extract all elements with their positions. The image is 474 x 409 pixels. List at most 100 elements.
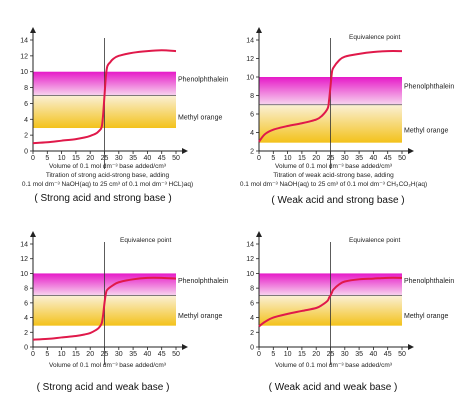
y-tick-label: 0 <box>250 345 254 352</box>
y-tick-label: 8 <box>24 85 28 92</box>
x-tick-label: 35 <box>355 351 363 358</box>
x-tick-label: 20 <box>86 155 94 162</box>
x-tick-label: 40 <box>370 351 378 358</box>
x-tick-label: 40 <box>144 155 152 162</box>
y-tick-label: 10 <box>20 271 28 278</box>
titration-chart-2: Phenolphthalein Methyl orange 2 4 6 8 10 12 14 0 5… <box>240 27 454 206</box>
y-tick-label: 6 <box>250 112 254 119</box>
x-tick-label: 50 <box>172 351 180 358</box>
x-tick-label: 5 <box>271 155 275 162</box>
y-tick-label: 0 <box>24 149 28 156</box>
x-tick-label: 50 <box>172 155 180 162</box>
y-tick-label: 10 <box>246 271 254 278</box>
x-tick-label: 45 <box>158 351 166 358</box>
methyl-orange-label: Methyl orange <box>178 313 222 320</box>
y-tick-label: 8 <box>250 286 254 293</box>
x-tick-label: 45 <box>158 155 166 162</box>
x-tick-label: 35 <box>355 155 363 162</box>
x-tick-label: 40 <box>370 155 378 162</box>
x-tick-label: 30 <box>341 155 349 162</box>
ph-curve <box>32 276 177 341</box>
titration-caption: Titration of strong acid-strong base, ad… <box>46 172 170 179</box>
x-tick-label: 45 <box>384 351 392 358</box>
y-tick-label: 14 <box>20 242 28 249</box>
equivalence-point-label: Equivalence point <box>349 237 401 244</box>
ph-curve <box>258 276 403 328</box>
x-axis-label: Volume of 0.1 mol dm⁻³ base added/cm³ <box>275 362 393 369</box>
phenolphthalein-label: Phenolphthalein <box>178 278 228 285</box>
x-tick-label: 15 <box>298 351 306 358</box>
x-tick-label: 20 <box>86 351 94 358</box>
y-tick-label: 12 <box>20 53 28 60</box>
titration-chart-4: Phenolphthalein Methyl orange 0 2 4 6 8 10 12 14 0… <box>246 231 454 393</box>
x-axis-label: Volume of 0.1 mol dm⁻³ base added/cm³ <box>49 163 167 170</box>
y-tick-label: 0 <box>24 345 28 352</box>
titration-caption: Titration of weak acid-strong base, addi… <box>273 172 394 179</box>
y-tick-label: 10 <box>20 69 28 76</box>
x-tick-label: 0 <box>257 351 261 358</box>
equivalence-point-label: Equivalence point <box>349 34 401 41</box>
y-tick-label: 4 <box>250 315 254 322</box>
y-tick-label: 2 <box>24 330 28 337</box>
x-tick-label: 30 <box>341 351 349 358</box>
y-tick-label: 12 <box>246 56 254 63</box>
titration-chart-3: Phenolphthalein Methyl orange 0 2 4 6 8 10 12 14 0… <box>20 231 228 393</box>
y-tick-label: 2 <box>250 149 254 156</box>
x-tick-label: 20 <box>312 155 320 162</box>
y-tick-label: 8 <box>24 286 28 293</box>
y-tick-label: 6 <box>24 300 28 307</box>
x-tick-label: 0 <box>31 155 35 162</box>
equivalence-point-label: Equivalence point <box>120 237 172 244</box>
methyl-orange-label: Methyl orange <box>404 128 448 135</box>
x-tick-label: 15 <box>298 155 306 162</box>
ph-curve <box>32 49 177 145</box>
y-tick-label: 14 <box>20 38 28 45</box>
x-tick-label: 20 <box>312 351 320 358</box>
phenolphthalein-label: Phenolphthalein <box>404 83 454 90</box>
x-tick-label: 50 <box>398 351 406 358</box>
x-tick-label: 5 <box>45 155 49 162</box>
x-tick-label: 5 <box>45 351 49 358</box>
x-axis-label: Volume of 0.1 mol dm⁻³ base added/cm³ <box>275 163 393 170</box>
y-tick-label: 14 <box>246 242 254 249</box>
x-tick-label: 0 <box>31 351 35 358</box>
y-tick-label: 10 <box>246 75 254 82</box>
x-tick-label: 30 <box>115 351 123 358</box>
x-tick-label: 0 <box>257 155 261 162</box>
chart-subtitle: ( Strong acid and weak base ) <box>37 382 170 393</box>
titration-caption: 0.1 mol dm⁻³ NaOH(aq) to 25 cm³ of 0.1 m… <box>240 181 427 188</box>
x-tick-label: 15 <box>72 351 80 358</box>
phenolphthalein-label: Phenolphthalein <box>404 278 454 285</box>
y-tick-label: 4 <box>250 130 254 137</box>
x-tick-label: 30 <box>115 155 123 162</box>
titration-caption: 0.1 mol dm⁻³ NaOH(aq) to 25 cm³ of 0.1 m… <box>22 181 193 188</box>
x-tick-label: 10 <box>58 351 66 358</box>
x-tick-label: 45 <box>384 155 392 162</box>
chart-subtitle: ( Weak acid and weak base ) <box>269 382 398 393</box>
chart-subtitle: ( Weak acid and strong base ) <box>271 195 404 206</box>
x-tick-label: 35 <box>129 155 137 162</box>
y-tick-label: 6 <box>24 101 28 108</box>
x-tick-label: 15 <box>72 155 80 162</box>
methyl-orange-label: Methyl orange <box>178 115 222 122</box>
y-tick-label: 2 <box>250 330 254 337</box>
x-tick-label: 10 <box>284 155 292 162</box>
x-tick-label: 35 <box>129 351 137 358</box>
y-tick-label: 4 <box>24 117 28 124</box>
y-tick-label: 14 <box>246 38 254 45</box>
x-tick-label: 40 <box>144 351 152 358</box>
y-tick-label: 6 <box>250 300 254 307</box>
titration-chart-1: Phenolphthalein Methyl orange 0 2 4 6 8 10 12 14 0… <box>20 27 228 204</box>
y-tick-label: 2 <box>24 133 28 140</box>
x-tick-label: 10 <box>58 155 66 162</box>
x-axis-label: Volume of 0.1 mol dm⁻³ base added/cm³ <box>49 362 167 369</box>
y-tick-label: 12 <box>246 256 254 263</box>
ph-curve <box>258 50 403 143</box>
x-tick-label: 10 <box>284 351 292 358</box>
y-tick-label: 4 <box>24 315 28 322</box>
methyl-orange-label: Methyl orange <box>404 313 448 320</box>
y-tick-label: 8 <box>250 93 254 100</box>
phenolphthalein-label: Phenolphthalein <box>178 77 228 84</box>
y-tick-label: 12 <box>20 256 28 263</box>
